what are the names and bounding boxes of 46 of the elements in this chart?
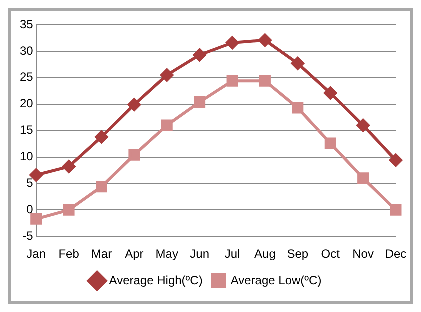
legend-label: Average High(ºC) [109, 273, 203, 288]
point [62, 160, 76, 174]
y-tick-label: 25 [20, 70, 34, 84]
x-tick-label: Sep [287, 247, 309, 262]
y-tick-label: 30 [20, 44, 34, 58]
x-tick-label: Oct [321, 247, 341, 262]
point [96, 181, 108, 193]
x-tick-label: Mar [91, 247, 112, 262]
point [291, 57, 304, 70]
point [226, 75, 238, 87]
point [259, 75, 271, 87]
point [161, 120, 173, 132]
y-tick-label: 15 [20, 123, 34, 138]
y-tick-label: 5 [26, 176, 34, 190]
point [194, 96, 206, 108]
y-tick-label: 35 [20, 17, 34, 32]
point [390, 154, 402, 167]
point [292, 102, 304, 114]
x-tick-label: Aug [254, 247, 276, 262]
legend-label: Average Low(ºC) [230, 273, 322, 288]
x-tick-label: Jul [224, 247, 240, 262]
point [226, 36, 240, 50]
x-tick-label: Apr [125, 247, 144, 262]
x-tick-label: Jun [190, 247, 210, 262]
point [63, 204, 75, 216]
x-tick-label: Nov [352, 247, 374, 262]
point [258, 34, 272, 47]
point [193, 48, 206, 62]
point [30, 213, 42, 225]
point [128, 98, 141, 112]
point [324, 86, 338, 100]
x-tick-label: May [156, 247, 178, 262]
point [356, 119, 370, 132]
y-tick-label: 20 [20, 96, 34, 111]
y-tick-label: -5 [22, 228, 34, 243]
x-tick-label: Jan [26, 247, 46, 262]
y-tick-label: 10 [20, 150, 34, 164]
point [390, 204, 402, 216]
x-tick-label: Dec [385, 247, 407, 262]
point [358, 172, 370, 184]
y-tick-label: 0 [26, 202, 34, 216]
point [128, 149, 140, 161]
point [95, 130, 108, 144]
x-tick-label: Feb [58, 247, 80, 262]
point [324, 138, 336, 150]
point [160, 68, 174, 82]
